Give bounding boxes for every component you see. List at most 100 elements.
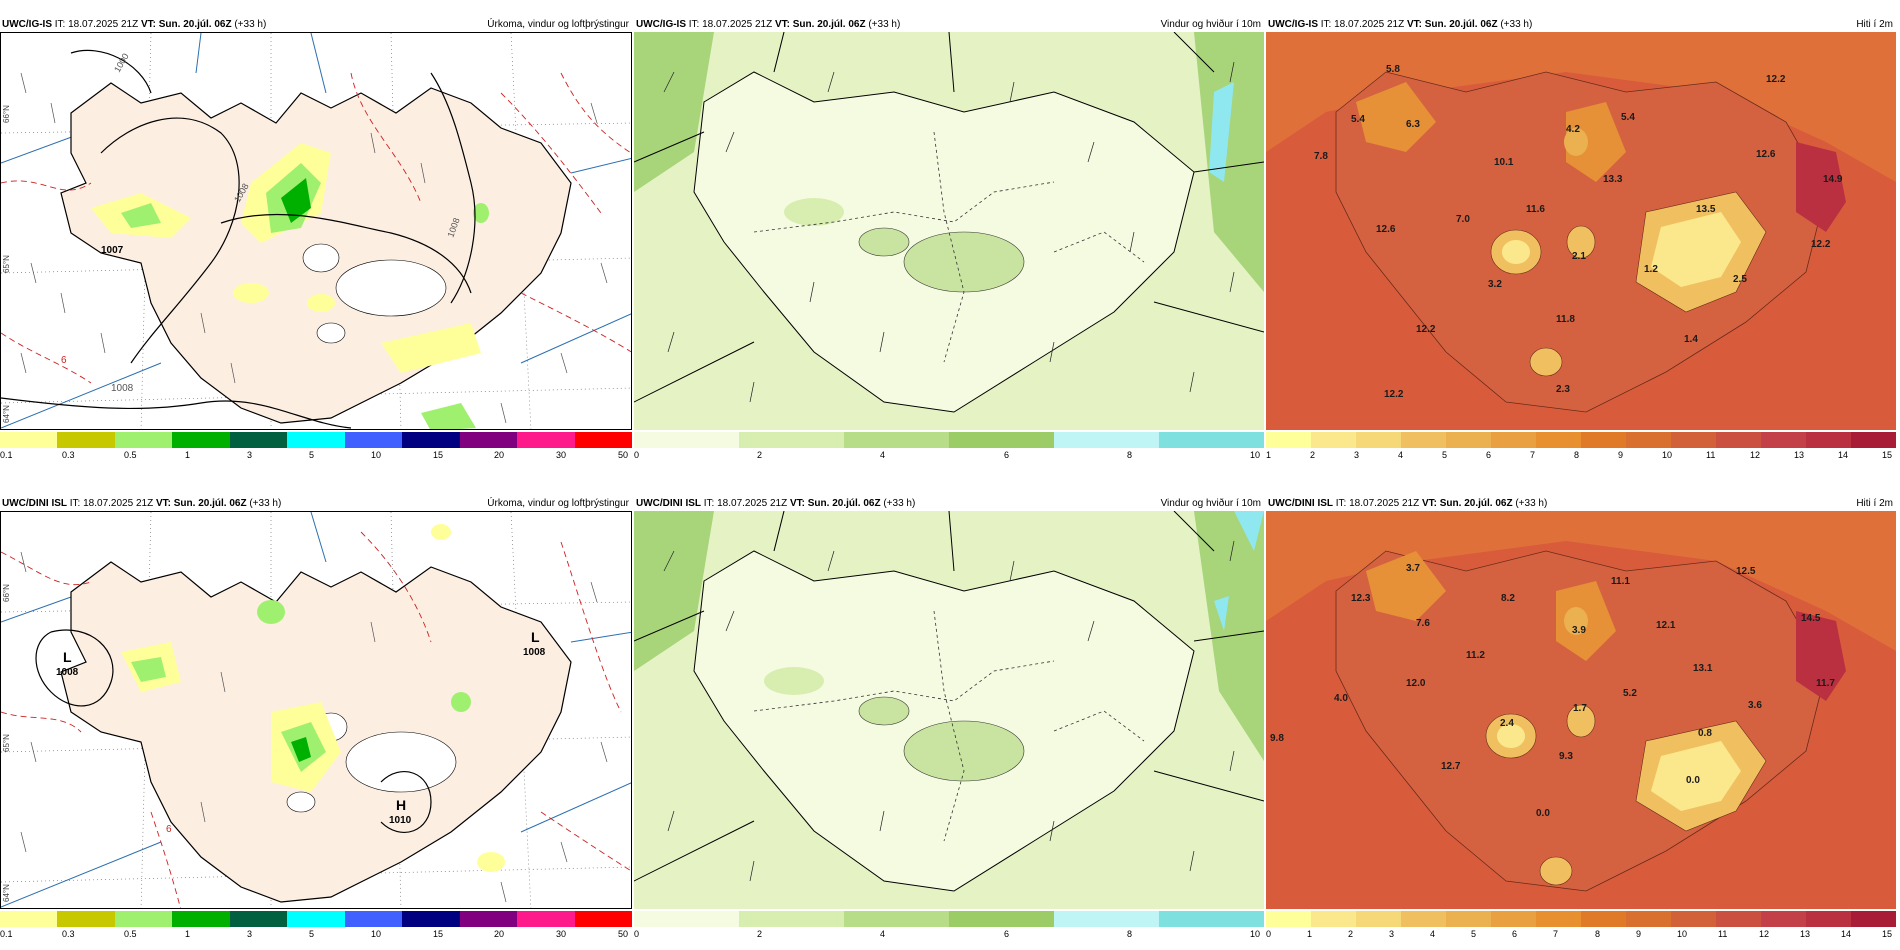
temp-label: 7.8 bbox=[1314, 151, 1328, 162]
colorbar-tick-label: 8 bbox=[1127, 929, 1133, 939]
high-pressure-value: 1010 bbox=[389, 815, 412, 826]
it-label: IT: bbox=[69, 498, 81, 509]
temp-colorbar-labels: 0 1 2 3 4 5 6 7 8 9 10 11 12 13 14 15 bbox=[1266, 929, 1896, 941]
precip-map[interactable]: L 1008 L 1008 H 1010 66°N 65°N 64°N 6 bbox=[0, 511, 632, 909]
colorbar-swatch bbox=[949, 432, 1054, 448]
temp-label: 3.6 bbox=[1748, 700, 1762, 711]
precip-panel[interactable]: UWC/DINI ISL IT: 18.07.2025 21Z VT: Sun.… bbox=[0, 497, 632, 947]
colorbar-swatch bbox=[1266, 432, 1311, 448]
colorbar-swatch bbox=[172, 432, 230, 448]
colorbar-swatch bbox=[634, 911, 739, 927]
temp-label: 12.2 bbox=[1811, 239, 1831, 250]
colorbar-tick-label: 15 bbox=[433, 450, 444, 460]
temp-label: 13.5 bbox=[1696, 204, 1716, 215]
temp-label: 7.6 bbox=[1416, 618, 1430, 629]
wind-panel[interactable]: UWC/IG-IS IT: 18.07.2025 21Z VT: Sun. 20… bbox=[634, 18, 1264, 468]
colorbar-tick-label: 8 bbox=[1574, 450, 1580, 460]
temp-label: 5.8 bbox=[1386, 64, 1400, 75]
colorbar-tick-label: 0.1 bbox=[0, 929, 13, 939]
colorbar-tick-label: 14 bbox=[1838, 450, 1849, 460]
colorbar-swatch bbox=[1054, 911, 1159, 927]
temp-label: 12.0 bbox=[1406, 678, 1426, 689]
colorbar-tick-label: 6 bbox=[1004, 450, 1010, 460]
it-label: IT: bbox=[1335, 498, 1347, 509]
colorbar-tick-label: 0.1 bbox=[0, 450, 13, 460]
it-value: 18.07.2025 21Z bbox=[68, 19, 139, 30]
panel-title: Úrkoma, vindur og loftþrýstingur bbox=[487, 498, 629, 509]
precip-colorbar-labels: 0.1 0.3 0.5 1 3 5 10 15 20 30 50 bbox=[0, 450, 632, 462]
colorbar-tick-label: 30 bbox=[556, 929, 567, 939]
vt-value: Sun. 20.júl. 06Z bbox=[1439, 498, 1513, 509]
colorbar-swatch bbox=[1851, 911, 1896, 927]
colorbar-swatch bbox=[344, 432, 403, 448]
colorbar-swatch bbox=[1536, 432, 1581, 448]
temp-panel[interactable]: UWC/DINI ISL IT: 18.07.2025 21Z VT: Sun.… bbox=[1266, 497, 1896, 947]
colorbar-swatch bbox=[949, 911, 1054, 927]
colorbar-tick-label: 3 bbox=[247, 929, 253, 939]
vt-value: Sun. 20.júl. 06Z bbox=[1424, 19, 1498, 30]
colorbar-tick-label: 1 bbox=[1266, 450, 1272, 460]
colorbar-swatch bbox=[739, 432, 844, 448]
it-label: IT: bbox=[1320, 19, 1332, 30]
temp-label: 4.2 bbox=[1566, 124, 1580, 135]
lead-time: (+33 h) bbox=[234, 19, 267, 30]
forecast-row-dini-isl: UWC/DINI ISL IT: 18.07.2025 21Z VT: Sun.… bbox=[0, 497, 1900, 947]
colorbar-swatch bbox=[57, 432, 115, 448]
precip-map[interactable]: 1007 1008 1008 1008 1000 66°N 65°N 64°N … bbox=[0, 32, 632, 430]
temp-colorbar bbox=[1266, 432, 1896, 448]
vt-label: VT: bbox=[155, 498, 171, 509]
lat-label: 65°N bbox=[2, 255, 11, 273]
colorbar-tick-label: 13 bbox=[1800, 929, 1811, 939]
it-value: 18.07.2025 21Z bbox=[702, 19, 773, 30]
temp-label: 12.6 bbox=[1756, 149, 1776, 160]
colorbar-swatch bbox=[1446, 432, 1491, 448]
wind-map[interactable] bbox=[634, 32, 1264, 430]
wind-colorbar bbox=[634, 911, 1264, 927]
colorbar-swatch bbox=[172, 911, 230, 927]
colorbar-tick-label: 2 bbox=[757, 450, 763, 460]
temp-label: 13.3 bbox=[1603, 174, 1623, 185]
precip-panel[interactable]: UWC/IG-IS IT: 18.07.2025 21Z VT: Sun. 20… bbox=[0, 18, 632, 468]
wind-map[interactable] bbox=[634, 511, 1264, 909]
colorbar-tick-label: 7 bbox=[1553, 929, 1559, 939]
contour-label: 6 bbox=[166, 824, 172, 835]
colorbar-tick-label: 10 bbox=[1250, 450, 1261, 460]
colorbar-tick-label: 10 bbox=[1250, 929, 1261, 939]
colorbar-tick-label: 5 bbox=[309, 929, 315, 939]
colorbar-tick-label: 6 bbox=[1004, 929, 1010, 939]
panel-header: UWC/DINI ISL IT: 18.07.2025 21Z VT: Sun.… bbox=[1266, 497, 1896, 511]
colorbar-swatch bbox=[114, 432, 173, 448]
colorbar-swatch bbox=[1491, 432, 1536, 448]
it-value: 18.07.2025 21Z bbox=[83, 498, 154, 509]
lat-label: 64°N bbox=[2, 884, 11, 902]
colorbar-tick-label: 9 bbox=[1618, 450, 1624, 460]
colorbar-swatch bbox=[1671, 911, 1716, 927]
colorbar-swatch bbox=[1491, 911, 1536, 927]
temp-label: 11.7 bbox=[1816, 678, 1835, 689]
temp-label: 12.3 bbox=[1351, 593, 1371, 604]
colorbar-tick-label: 30 bbox=[556, 450, 567, 460]
colorbar-tick-label: 2 bbox=[1348, 929, 1354, 939]
colorbar-swatch bbox=[287, 432, 345, 448]
temp-map[interactable]: 3.7 12.5 12.3 11.1 8.2 7.6 3.9 14.5 12.1… bbox=[1266, 511, 1896, 909]
colorbar-swatch bbox=[634, 432, 739, 448]
lat-label: 66°N bbox=[2, 584, 11, 602]
lat-label: 66°N bbox=[2, 105, 11, 123]
precip-colorbar bbox=[0, 911, 632, 927]
model-name: UWC/DINI ISL bbox=[1268, 498, 1333, 509]
colorbar-swatch bbox=[844, 432, 949, 448]
temp-label: 5.4 bbox=[1621, 112, 1635, 123]
panel-header: UWC/IG-IS IT: 18.07.2025 21Z VT: Sun. 20… bbox=[1266, 18, 1896, 32]
temp-map[interactable]: 5.8 12.2 5.4 6.3 4.2 5.4 7.8 10.1 13.3 1… bbox=[1266, 32, 1896, 430]
colorbar-swatch bbox=[1761, 911, 1806, 927]
colorbar-tick-label: 13 bbox=[1794, 450, 1805, 460]
isobar-label: 1008 bbox=[111, 383, 134, 394]
colorbar-tick-label: 20 bbox=[494, 450, 505, 460]
temp-label: 14.9 bbox=[1823, 174, 1843, 185]
it-value: 18.07.2025 21Z bbox=[1349, 498, 1420, 509]
temp-label: 1.7 bbox=[1573, 703, 1587, 714]
temp-label: 12.7 bbox=[1441, 761, 1461, 772]
colorbar-tick-label: 10 bbox=[371, 929, 382, 939]
wind-panel[interactable]: UWC/DINI ISL IT: 18.07.2025 21Z VT: Sun.… bbox=[634, 497, 1264, 947]
temp-panel[interactable]: UWC/IG-IS IT: 18.07.2025 21Z VT: Sun. 20… bbox=[1266, 18, 1896, 468]
